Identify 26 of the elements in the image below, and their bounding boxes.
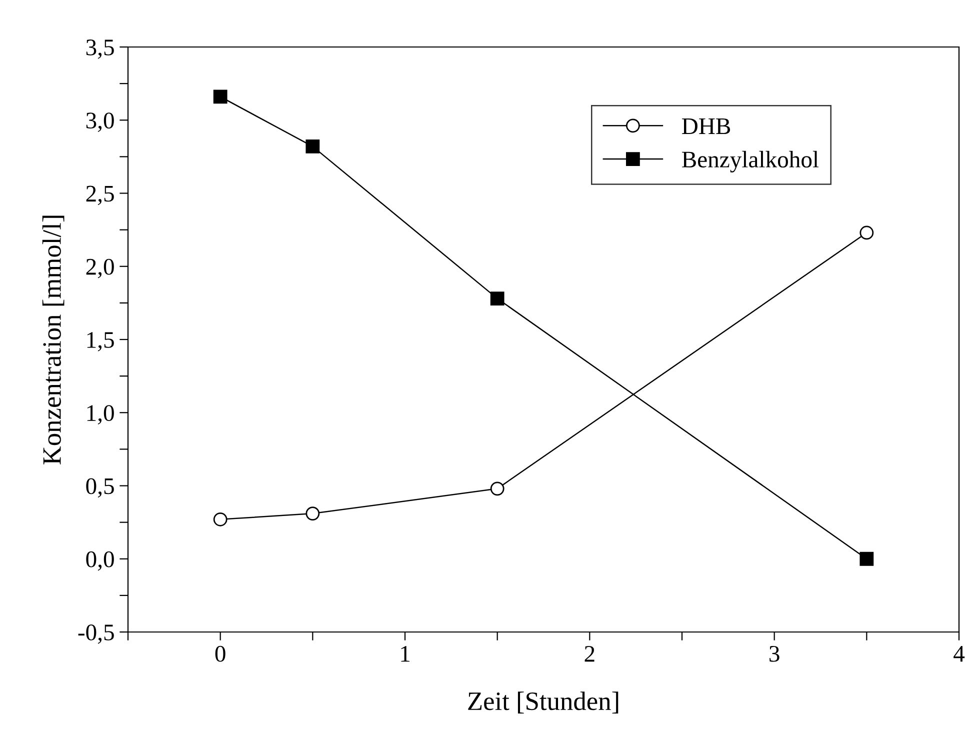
x-tick-label: 2 <box>584 646 594 662</box>
point <box>490 482 504 496</box>
x-tick-label: 1 <box>401 646 410 662</box>
y-tick-label: 1,5 <box>87 332 114 352</box>
y-tick-label: 3,0 <box>86 112 114 132</box>
legend-label: Benzylalkohol <box>682 150 819 172</box>
point <box>306 506 320 520</box>
y-axis-title: Konzentration [mmol/l] <box>42 216 64 464</box>
x-tick-label: 0 <box>215 646 226 662</box>
x-axis-title: Zeit [Stunden] <box>468 692 618 714</box>
y-tick-label: 1,0 <box>87 405 114 424</box>
y-tick-label: 2,0 <box>86 258 114 278</box>
y-tick-label: 0,5 <box>86 478 114 498</box>
legend-label: DHB <box>682 118 730 134</box>
y-tick-label: 0,0 <box>86 551 114 571</box>
y-tick-label: 3,5 <box>86 40 114 59</box>
x-tick-label: 4 <box>954 646 965 662</box>
y-tick-label: -0,5 <box>78 624 114 644</box>
point <box>490 292 504 306</box>
point <box>213 512 228 526</box>
point <box>213 90 228 104</box>
point <box>306 140 320 154</box>
point <box>860 552 874 566</box>
y-tick-label: 2,5 <box>86 186 114 206</box>
point <box>860 226 874 240</box>
x-tick-label: 3 <box>770 646 780 662</box>
